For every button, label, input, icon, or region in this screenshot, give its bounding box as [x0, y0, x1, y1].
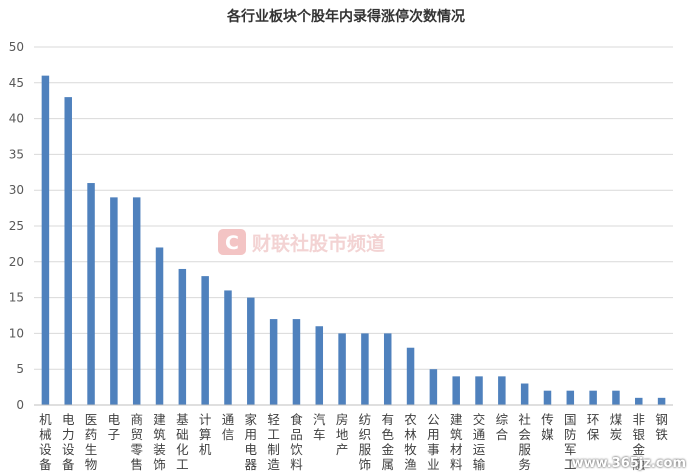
bar	[224, 290, 232, 405]
x-tick-label: 计算机	[199, 412, 212, 457]
x-tick-label: 医药生物	[85, 412, 98, 472]
y-tick-label: 30	[9, 183, 24, 197]
bar	[406, 347, 415, 405]
bar	[132, 197, 141, 405]
watermark-logo-letter: C	[225, 232, 239, 254]
bar	[635, 397, 643, 405]
x-tick-label: 非银金融	[633, 412, 646, 472]
y-tick-label: 45	[9, 76, 24, 90]
bar	[543, 390, 552, 405]
x-tick-label: 食品饮料	[290, 412, 303, 472]
x-tick-label: 钢铁	[655, 412, 668, 442]
x-tick-label: 房地产	[336, 412, 349, 457]
bar	[612, 390, 620, 405]
y-axis-ticks: 0 5 10 15 20 25 30 35 40 45 50	[9, 40, 24, 412]
bar	[338, 333, 346, 405]
y-tick-label: 10	[9, 326, 24, 340]
x-tick-label: 通信	[222, 412, 235, 442]
y-tick-label: 0	[16, 398, 24, 412]
corner-watermark: www.365jz.com	[571, 456, 686, 471]
bar	[269, 319, 278, 405]
bar	[315, 326, 324, 405]
x-tick-label: 农林牧渔	[404, 412, 417, 472]
bar	[64, 97, 72, 406]
bar	[566, 390, 575, 405]
bar	[475, 376, 483, 405]
bar	[87, 183, 95, 405]
x-tick-label: 煤炭	[610, 412, 623, 442]
y-tick-label: 20	[9, 255, 24, 269]
bar	[520, 383, 529, 405]
bar	[110, 197, 118, 405]
y-tick-label: 35	[9, 147, 24, 161]
watermark-logo-icon	[218, 229, 246, 255]
bar	[292, 319, 301, 405]
bar	[498, 376, 506, 405]
x-tick-label: 轻工制造	[267, 412, 280, 472]
x-tick-label: 综合	[496, 412, 509, 442]
bar	[247, 297, 255, 405]
x-axis-ticks: 机械设备电力设备医药生物电子商贸零售建筑装饰基础化工计算机通信家用电器轻工制造食…	[39, 412, 668, 472]
x-tick-label: 基础化工	[176, 412, 189, 472]
y-tick-label: 50	[9, 40, 24, 54]
bar	[589, 390, 597, 405]
x-tick-label: 公用事业	[427, 412, 440, 472]
x-tick-label: 家用电器	[245, 412, 258, 472]
gridlines	[34, 46, 673, 370]
x-tick-label: 建筑材料	[450, 412, 463, 472]
bar	[41, 75, 50, 405]
x-tick-label: 建筑装饰	[153, 412, 166, 472]
x-tick-label: 国防军工	[564, 412, 577, 472]
y-tick-label: 15	[9, 291, 24, 305]
x-tick-label: 传媒	[541, 412, 554, 442]
watermark: C 财联社股市频道	[218, 229, 385, 255]
y-tick-label: 5	[16, 362, 24, 376]
bars	[41, 75, 666, 406]
bar	[452, 376, 460, 405]
bar	[429, 369, 438, 405]
x-tick-label: 环保	[587, 412, 600, 442]
bar	[383, 333, 392, 405]
x-tick-label: 电子	[108, 412, 121, 442]
chart-title: 各行业板块个股年内录得涨停次数情况	[226, 8, 465, 25]
x-tick-label: 机械设备	[39, 412, 52, 472]
y-tick-label: 25	[9, 219, 24, 233]
x-tick-label: 汽车	[313, 412, 326, 442]
bar	[178, 268, 187, 405]
bar	[201, 276, 209, 405]
x-tick-label: 电力设备	[62, 412, 75, 472]
x-tick-label: 有色金属	[381, 412, 394, 472]
x-tick-label: 社会服务	[518, 412, 531, 472]
bar	[657, 397, 666, 405]
watermark-text: 财联社股市频道	[252, 232, 385, 255]
bar	[155, 247, 164, 405]
x-tick-label: 商贸零售	[130, 412, 143, 472]
x-tick-label: 纺织服饰	[359, 412, 372, 472]
y-tick-label: 40	[9, 112, 24, 126]
x-tick-label: 交通运输	[473, 412, 486, 472]
bar	[361, 333, 369, 405]
